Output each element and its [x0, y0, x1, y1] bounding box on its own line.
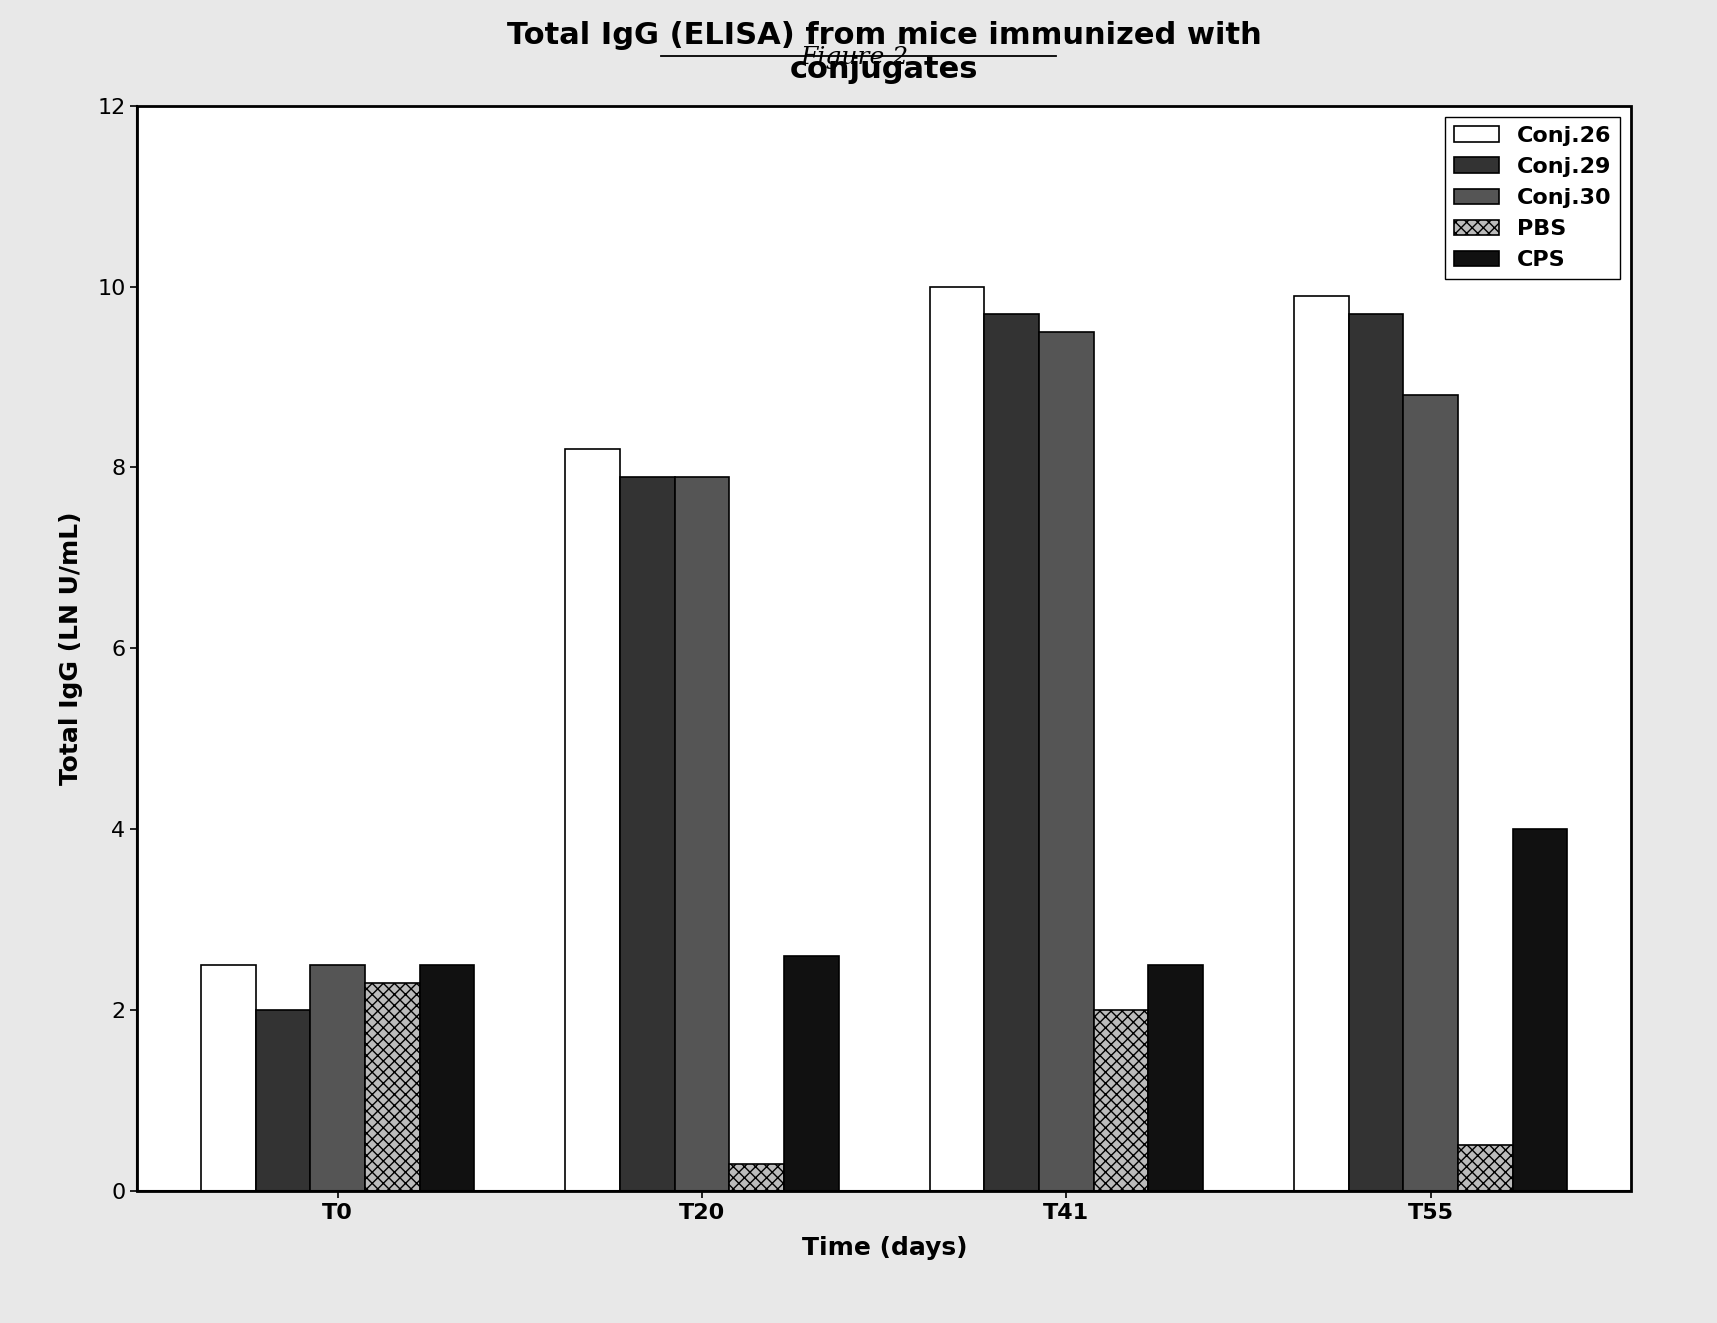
- Bar: [1513, 830, 1568, 1191]
- Bar: [565, 450, 620, 1191]
- Bar: [311, 964, 366, 1191]
- Title: Total IgG (ELISA) from mice immunized with
conjugates: Total IgG (ELISA) from mice immunized wi…: [507, 21, 1262, 85]
- Bar: [1039, 332, 1094, 1191]
- Bar: [419, 964, 474, 1191]
- Bar: [1094, 1009, 1149, 1191]
- Y-axis label: Total IgG (LN U/mL): Total IgG (LN U/mL): [60, 512, 84, 785]
- Bar: [1350, 314, 1403, 1191]
- Bar: [730, 1164, 785, 1191]
- Bar: [366, 983, 419, 1191]
- Bar: [1458, 1146, 1513, 1191]
- Text: Figure 2.: Figure 2.: [800, 46, 917, 69]
- Bar: [931, 287, 984, 1191]
- Legend: Conj.26, Conj.29, Conj.30, PBS, CPS: Conj.26, Conj.29, Conj.30, PBS, CPS: [1446, 116, 1621, 279]
- Bar: [984, 314, 1039, 1191]
- Bar: [675, 476, 730, 1191]
- Bar: [256, 1009, 311, 1191]
- Bar: [1403, 396, 1458, 1191]
- Bar: [1149, 964, 1204, 1191]
- Bar: [1295, 296, 1350, 1191]
- Bar: [620, 476, 675, 1191]
- Bar: [201, 964, 256, 1191]
- X-axis label: Time (days): Time (days): [802, 1237, 967, 1261]
- Bar: [785, 955, 838, 1191]
